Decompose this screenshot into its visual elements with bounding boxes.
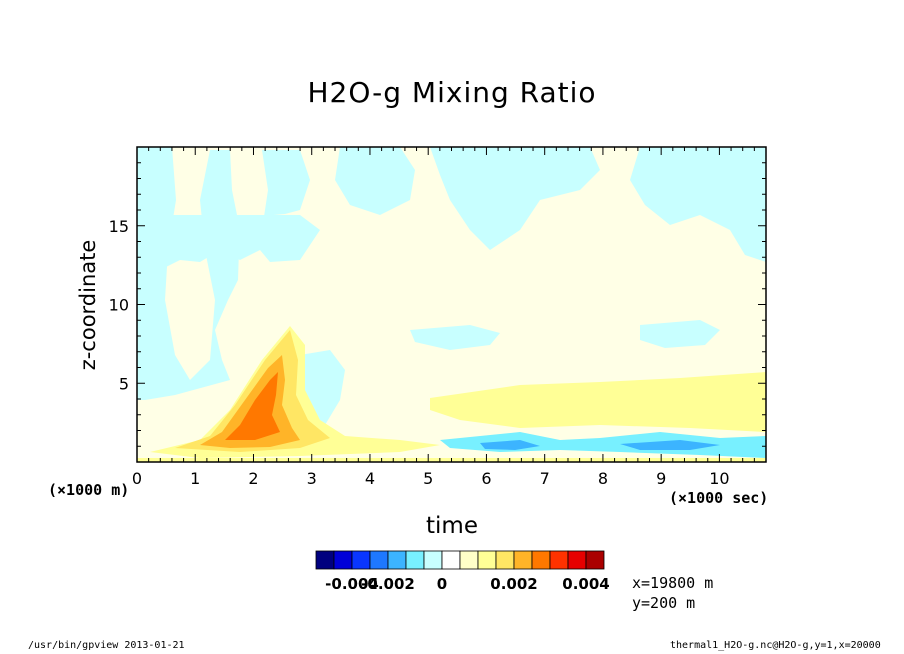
colorbar-swatch bbox=[351, 550, 371, 570]
colorbar-swatch bbox=[531, 550, 551, 570]
colorbar-swatch bbox=[477, 550, 497, 570]
chart-title: H2O-g Mixing Ratio bbox=[307, 76, 597, 109]
x-tick-label: 10 bbox=[709, 469, 729, 488]
neg-region-mid-right-blob bbox=[640, 320, 720, 348]
colorbar-tick-label: 0.002 bbox=[490, 575, 538, 593]
contour-fill bbox=[137, 147, 766, 462]
colorbar-swatch bbox=[441, 550, 461, 570]
footer-left: /usr/bin/gpview 2013-01-21 bbox=[28, 640, 185, 651]
colorbar-swatch bbox=[405, 550, 425, 570]
plume-level-4 bbox=[225, 372, 280, 440]
neg-region-left-columns bbox=[137, 147, 310, 400]
colorbar-swatch bbox=[567, 550, 587, 570]
colorbar-swatch bbox=[423, 550, 443, 570]
x-tick-label: 9 bbox=[656, 469, 666, 488]
y-position-note: y=200 m bbox=[632, 594, 696, 612]
colorbar-swatch bbox=[549, 550, 569, 570]
x-axis-label: time bbox=[426, 513, 478, 539]
x-tick-label: 8 bbox=[598, 469, 608, 488]
axes: 0 1 2 3 4 5 6 7 8 9 10 5 10 15 bbox=[109, 146, 767, 488]
colorbar-swatch bbox=[369, 550, 389, 570]
colorbar-tick-label: 0 bbox=[436, 575, 448, 593]
neg-region-upper-left-strip bbox=[137, 215, 320, 272]
x-tick-label: 3 bbox=[307, 469, 317, 488]
colorbar-tick-label: -0.004 bbox=[325, 575, 379, 593]
pos-region-lower-layer bbox=[430, 372, 766, 432]
x-tick-label: 2 bbox=[248, 469, 258, 488]
footer-right: thermal1_H2O-g.nc@H2O-g,y=1,x=20000 bbox=[670, 640, 881, 651]
x-tick-label: 0 bbox=[132, 469, 142, 488]
y-tick-label: 5 bbox=[119, 374, 129, 393]
x-position-note: x=19800 m bbox=[632, 574, 714, 592]
colorbar-swatch bbox=[513, 550, 533, 570]
neg-region-top-far-right bbox=[630, 147, 766, 262]
y-multiplier-label: (×1000 m) bbox=[48, 481, 130, 499]
neg-region-top-right bbox=[430, 147, 600, 250]
x-tick-label: 7 bbox=[540, 469, 550, 488]
colorbar-swatch bbox=[387, 550, 407, 570]
x-tick-label: 1 bbox=[190, 469, 200, 488]
colorbar-swatch bbox=[585, 550, 605, 570]
x-multiplier-label: (×1000 sec) bbox=[669, 489, 769, 507]
x-tick-label: 6 bbox=[481, 469, 491, 488]
y-axis-label: z-coordinate bbox=[76, 239, 100, 371]
y-tick-label: 10 bbox=[109, 296, 129, 315]
colorbar-tick-label: -0.002 bbox=[361, 575, 415, 593]
x-tick-label: 4 bbox=[365, 469, 375, 488]
neg-region-surface-core-2 bbox=[620, 440, 720, 450]
neg-region-surface-band bbox=[440, 432, 766, 458]
x-tick-label: 5 bbox=[423, 469, 433, 488]
colorbar-swatch bbox=[333, 550, 353, 570]
neg-region-top-center bbox=[335, 147, 415, 215]
colorbar-swatch bbox=[495, 550, 515, 570]
colorbar-swatch bbox=[315, 550, 335, 570]
neg-region-surface-core bbox=[480, 440, 540, 450]
colorbar-tick-label: 0.004 bbox=[562, 575, 610, 593]
colorbar bbox=[315, 550, 605, 570]
neg-region-mid-blob bbox=[410, 325, 500, 350]
y-tick-label: 15 bbox=[109, 217, 129, 236]
colorbar-swatch bbox=[459, 550, 479, 570]
